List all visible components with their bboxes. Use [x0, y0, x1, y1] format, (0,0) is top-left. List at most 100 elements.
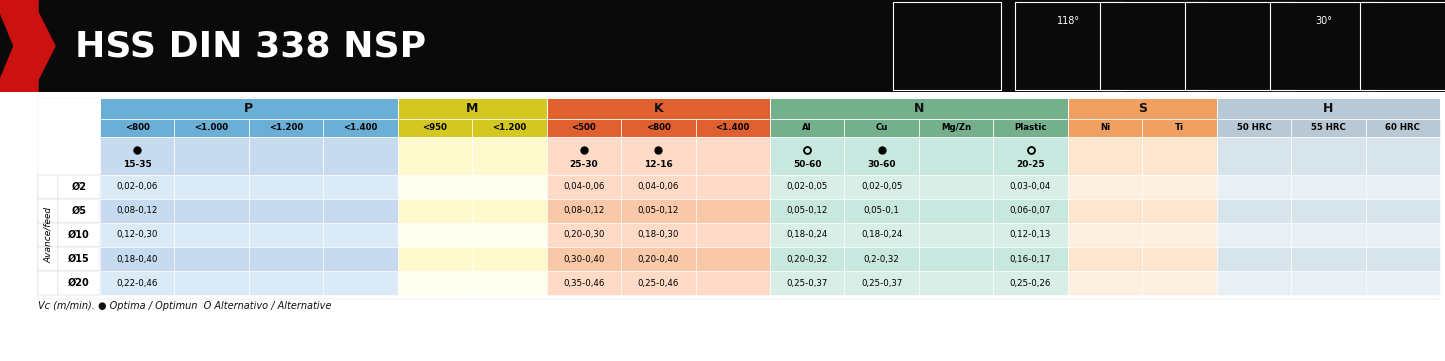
Bar — [993, 271, 1068, 295]
Text: 0,25-0,46: 0,25-0,46 — [637, 279, 679, 288]
Bar — [621, 118, 695, 137]
Bar — [38, 199, 58, 223]
Bar — [993, 175, 1068, 199]
Bar — [473, 175, 546, 199]
Text: P: P — [244, 102, 253, 115]
Text: 0,12-0,13: 0,12-0,13 — [1010, 230, 1052, 239]
Text: 0,18-0,40: 0,18-0,40 — [117, 255, 158, 264]
Text: <1.000: <1.000 — [195, 123, 228, 132]
Bar — [1068, 118, 1142, 137]
Bar — [1366, 223, 1441, 247]
Bar — [1068, 271, 1142, 295]
Bar — [844, 271, 919, 295]
Bar — [473, 199, 546, 223]
Bar — [1292, 247, 1366, 271]
Bar — [621, 247, 695, 271]
Text: 0,25-0,26: 0,25-0,26 — [1010, 279, 1052, 288]
Bar — [473, 137, 546, 175]
Bar — [38, 247, 58, 271]
Bar — [324, 118, 397, 137]
Bar — [324, 137, 397, 175]
Bar — [1142, 223, 1217, 247]
Bar — [58, 271, 100, 295]
Bar — [546, 223, 621, 247]
Bar — [175, 247, 249, 271]
Text: <1.200: <1.200 — [269, 123, 303, 132]
Bar — [695, 118, 770, 137]
Bar — [1142, 199, 1217, 223]
Bar — [473, 247, 546, 271]
Text: Ti: Ti — [1175, 123, 1183, 132]
Bar — [695, 137, 770, 175]
Text: <1.400: <1.400 — [715, 123, 750, 132]
Bar — [1142, 247, 1217, 271]
Bar — [38, 137, 100, 175]
Text: 0,12-0,30: 0,12-0,30 — [117, 230, 158, 239]
Text: 20-25: 20-25 — [1016, 160, 1045, 169]
Text: 0,08-0,12: 0,08-0,12 — [117, 206, 158, 216]
Bar — [1100, 2, 1208, 90]
Text: 0,02-0,05: 0,02-0,05 — [786, 182, 828, 191]
Polygon shape — [0, 0, 55, 92]
Bar — [38, 118, 100, 137]
Text: Al: Al — [802, 123, 812, 132]
Bar — [38, 99, 100, 118]
Text: 0,20-0,40: 0,20-0,40 — [637, 255, 679, 264]
Text: S: S — [1137, 102, 1147, 115]
Bar — [919, 199, 993, 223]
Bar — [1068, 199, 1142, 223]
Text: 0,02-0,06: 0,02-0,06 — [117, 182, 158, 191]
Bar — [175, 175, 249, 199]
Bar — [397, 199, 473, 223]
Bar — [175, 271, 249, 295]
Bar — [58, 175, 100, 199]
Bar — [546, 175, 621, 199]
Text: Ø10: Ø10 — [68, 230, 90, 240]
Text: 50 HRC: 50 HRC — [1237, 123, 1272, 132]
Bar — [397, 175, 473, 199]
Bar — [38, 271, 58, 295]
Bar — [1292, 199, 1366, 223]
Text: 60 HRC: 60 HRC — [1386, 123, 1420, 132]
Bar — [58, 199, 100, 223]
Bar — [770, 118, 844, 137]
Text: 30-60: 30-60 — [867, 160, 896, 169]
Text: 0,06-0,07: 0,06-0,07 — [1010, 206, 1052, 216]
Text: 12-16: 12-16 — [644, 160, 673, 169]
Bar — [621, 223, 695, 247]
Bar — [770, 199, 844, 223]
Bar — [58, 247, 100, 271]
Bar — [770, 175, 844, 199]
Text: 0,25-0,37: 0,25-0,37 — [861, 279, 902, 288]
Bar — [38, 175, 58, 199]
Bar — [919, 118, 993, 137]
Bar — [249, 118, 324, 137]
Text: 50-60: 50-60 — [793, 160, 821, 169]
Bar — [1217, 175, 1292, 199]
Bar — [100, 99, 397, 118]
Bar — [397, 99, 546, 118]
Text: Ni: Ni — [1100, 123, 1110, 132]
Bar — [249, 199, 324, 223]
Bar — [770, 247, 844, 271]
Text: Vc (m/min). ● Optima / Optimun  O Alternativo / Alternative: Vc (m/min). ● Optima / Optimun O Alterna… — [38, 301, 331, 310]
Text: Ø15: Ø15 — [68, 254, 90, 264]
Text: 55 HRC: 55 HRC — [1311, 123, 1345, 132]
Bar — [919, 223, 993, 247]
Bar — [993, 199, 1068, 223]
Bar — [546, 199, 621, 223]
Bar — [993, 247, 1068, 271]
Text: <1.200: <1.200 — [493, 123, 526, 132]
Text: <500: <500 — [572, 123, 597, 132]
Text: 0,08-0,12: 0,08-0,12 — [564, 206, 604, 216]
Bar — [993, 118, 1068, 137]
Bar — [175, 137, 249, 175]
Bar — [844, 175, 919, 199]
Bar — [397, 223, 473, 247]
Bar — [473, 118, 546, 137]
Bar — [844, 137, 919, 175]
Bar — [1366, 271, 1441, 295]
Bar — [621, 175, 695, 199]
Text: HSS DIN 338 NSP: HSS DIN 338 NSP — [75, 29, 426, 63]
Bar — [1217, 118, 1292, 137]
